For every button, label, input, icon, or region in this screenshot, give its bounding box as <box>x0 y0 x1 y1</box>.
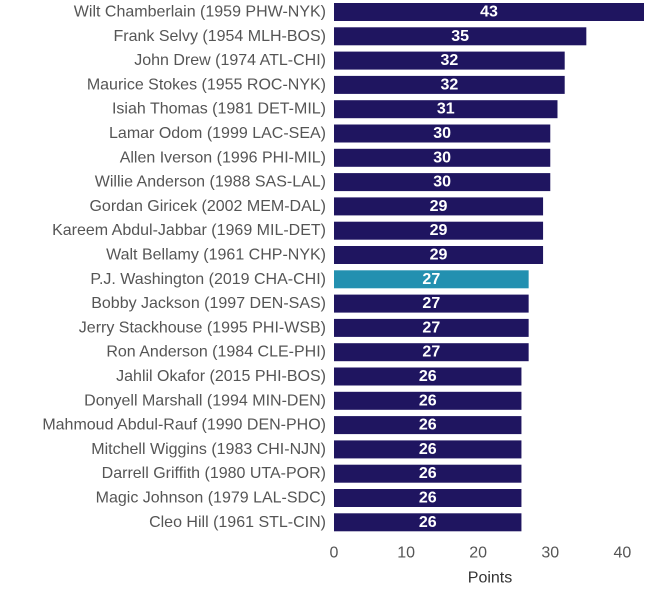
value-label: 26 <box>419 514 437 531</box>
category-label: Darrell Griffith (1980 UTA-POR) <box>102 465 326 482</box>
bar <box>334 51 565 70</box>
bar <box>334 440 522 459</box>
bar <box>334 343 529 362</box>
category-label: Lamar Odom (1999 LAC-SEA) <box>109 125 326 142</box>
category-label: Maurice Stokes (1955 ROC-NYK) <box>87 76 326 93</box>
value-labels-group: 43 35 32 32 31 30 30 30 29 29 29 27 27 27 27 26 26 26 26 26… <box>419 4 498 531</box>
category-label: Allen Iverson (1996 PHI-MIL) <box>120 149 326 166</box>
value-label: 26 <box>419 368 437 385</box>
value-label: 26 <box>419 490 437 507</box>
value-label: 32 <box>440 76 458 93</box>
bar <box>334 318 529 337</box>
x-axis-title: Points <box>468 570 512 587</box>
category-label: Mitchell Wiggins (1983 CHI-NJN) <box>91 441 326 458</box>
value-label: 26 <box>419 465 437 482</box>
category-label: Jerry Stackhouse (1995 PHI-WSB) <box>79 319 326 336</box>
value-label: 32 <box>440 52 458 69</box>
category-label: Willie Anderson (1988 SAS-LAL) <box>95 174 326 191</box>
x-tick-label: 30 <box>541 545 559 562</box>
bar <box>334 148 551 167</box>
category-label: Ron Anderson (1984 CLE-PHI) <box>106 344 326 361</box>
bar <box>334 270 529 289</box>
bar <box>334 75 565 94</box>
bar <box>334 100 558 119</box>
x-tick-label: 40 <box>613 545 631 562</box>
value-label: 27 <box>422 271 440 288</box>
value-label: 27 <box>422 319 440 336</box>
value-label: 29 <box>430 198 448 215</box>
category-label: Walt Bellamy (1961 CHP-NYK) <box>106 247 326 264</box>
value-label: 30 <box>433 174 451 191</box>
bar <box>334 173 551 192</box>
value-label: 30 <box>433 149 451 166</box>
category-label: Frank Selvy (1954 MLH-BOS) <box>113 28 326 45</box>
bar <box>334 464 522 483</box>
value-label: 26 <box>419 392 437 409</box>
value-label: 26 <box>419 441 437 458</box>
x-axis-ticks-group: 0 10 20 30 40 <box>330 545 632 562</box>
category-label: Kareem Abdul-Jabbar (1969 MIL-DET) <box>52 222 326 239</box>
category-label: Cleo Hill (1961 STL-CIN) <box>149 514 326 531</box>
category-label: John Drew (1974 ATL-CHI) <box>134 52 326 69</box>
value-label: 26 <box>419 417 437 434</box>
value-label: 43 <box>480 4 498 21</box>
bars-group <box>334 3 644 532</box>
category-label: Jahlil Okafor (2015 PHI-BOS) <box>116 368 326 385</box>
category-label: Bobby Jackson (1997 DEN-SAS) <box>91 295 326 312</box>
bar <box>334 489 522 507</box>
bar <box>334 27 587 46</box>
value-label: 27 <box>422 295 440 312</box>
bar <box>334 416 522 435</box>
category-label: Isiah Thomas (1981 DET-MIL) <box>112 101 326 118</box>
bar <box>334 391 522 410</box>
bar <box>334 513 522 532</box>
value-label: 29 <box>430 247 448 264</box>
bar <box>334 124 551 143</box>
value-label: 27 <box>422 344 440 361</box>
value-label: 30 <box>433 125 451 142</box>
category-label: P.J. Washington (2019 CHA-CHI) <box>90 271 326 288</box>
category-label: Donyell Marshall (1994 MIN-DEN) <box>84 392 326 409</box>
x-tick-label: 20 <box>469 545 487 562</box>
x-tick-label: 0 <box>330 545 339 562</box>
category-label: Wilt Chamberlain (1959 PHW-NYK) <box>74 4 326 21</box>
value-label: 35 <box>451 28 469 45</box>
category-labels-group: Wilt Chamberlain (1959 PHW-NYK) Frank Sel… <box>42 4 326 531</box>
category-label: Magic Johnson (1979 LAL-SDC) <box>96 490 326 507</box>
category-label: Mahmoud Abdul-Rauf (1990 DEN-PHO) <box>42 417 326 434</box>
bar <box>334 367 522 386</box>
category-label: Gordan Giricek (2002 MEM-DAL) <box>89 198 326 215</box>
value-label: 31 <box>437 101 455 118</box>
bar <box>334 197 544 216</box>
x-tick-label: 10 <box>397 545 415 562</box>
bar <box>334 246 544 264</box>
bar <box>334 3 644 21</box>
value-label: 29 <box>430 222 448 239</box>
bar <box>334 294 529 313</box>
bar <box>334 221 544 240</box>
